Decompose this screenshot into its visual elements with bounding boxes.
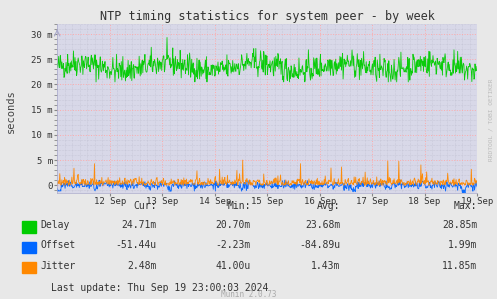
Text: 41.00u: 41.00u [216,261,251,271]
Text: Munin 2.0.73: Munin 2.0.73 [221,290,276,299]
Text: -2.23m: -2.23m [216,240,251,251]
Text: 24.71m: 24.71m [121,220,157,230]
Text: Max:: Max: [454,201,477,211]
Text: 20.70m: 20.70m [216,220,251,230]
Text: -51.44u: -51.44u [115,240,157,251]
Text: Avg:: Avg: [317,201,340,211]
Title: NTP timing statistics for system peer - by week: NTP timing statistics for system peer - … [100,10,434,23]
Text: 11.85m: 11.85m [442,261,477,271]
Text: seconds: seconds [6,89,16,132]
Text: 28.85m: 28.85m [442,220,477,230]
Text: 23.68m: 23.68m [305,220,340,230]
Text: Delay: Delay [41,220,70,230]
Text: Last update: Thu Sep 19 23:00:03 2024: Last update: Thu Sep 19 23:00:03 2024 [51,283,268,293]
Text: RRDTOOL / TOBI OETIKER: RRDTOOL / TOBI OETIKER [489,78,494,161]
Text: Min:: Min: [228,201,251,211]
Text: 1.43m: 1.43m [311,261,340,271]
Text: 2.48m: 2.48m [127,261,157,271]
Text: Jitter: Jitter [41,261,76,271]
Text: Cur:: Cur: [133,201,157,211]
Text: Offset: Offset [41,240,76,251]
Text: 1.99m: 1.99m [448,240,477,251]
Text: -84.89u: -84.89u [299,240,340,251]
